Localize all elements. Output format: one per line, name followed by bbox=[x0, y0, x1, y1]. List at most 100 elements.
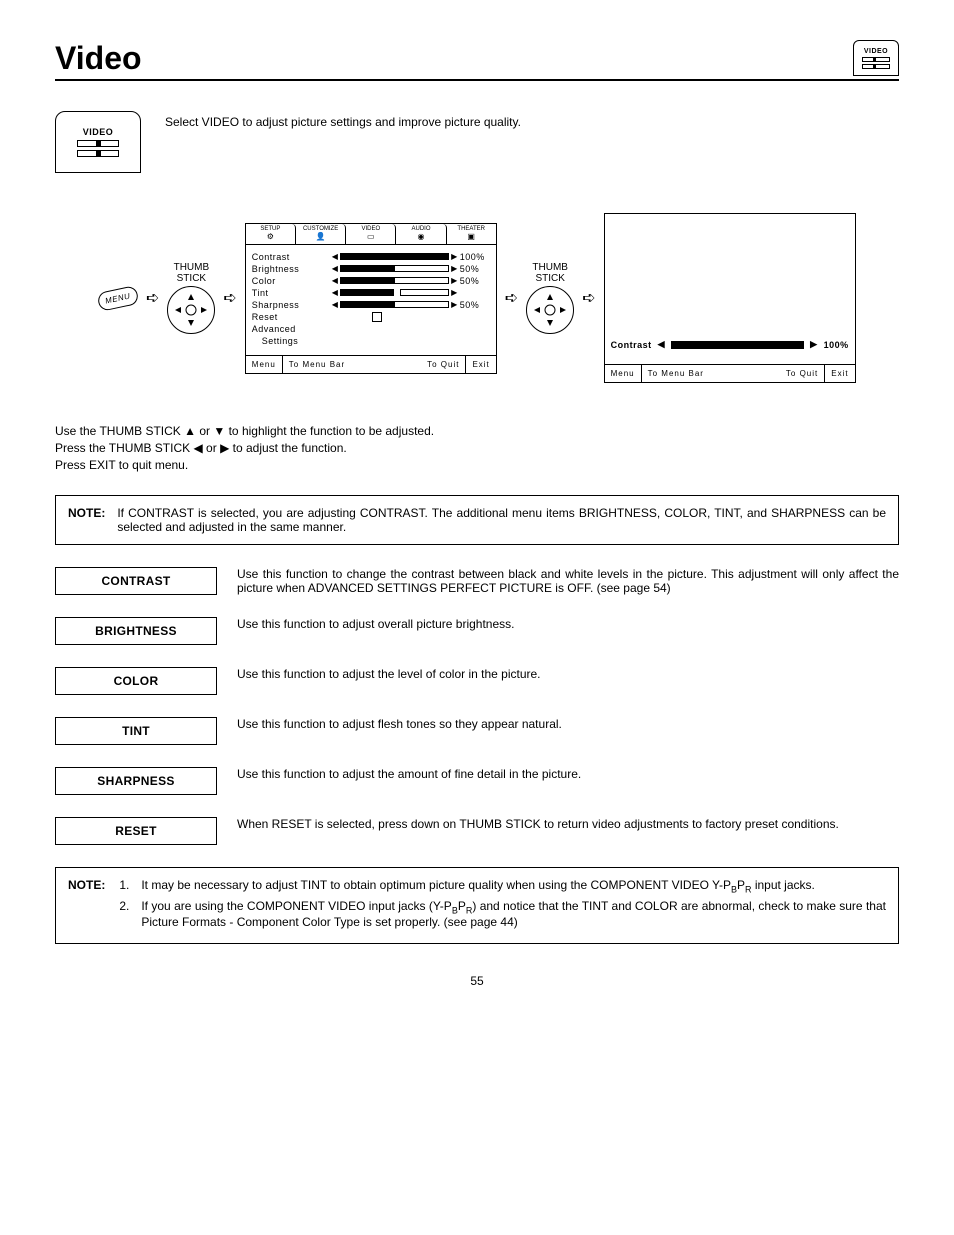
video-tab-icon-large: VIDEO bbox=[55, 111, 141, 173]
def-label: BRIGHTNESS bbox=[55, 617, 217, 645]
osd-footer: Menu To Menu Bar To Quit Exit bbox=[246, 355, 496, 373]
osd-row-label: Brightness bbox=[252, 264, 332, 274]
navigation-flow: MENU ➪ THUMB STICK ➪ SETUP⚙ CUSTOMIZE👤 V… bbox=[55, 213, 899, 383]
triangle-left-icon: ◀ bbox=[332, 300, 339, 309]
def-label: TINT bbox=[55, 717, 217, 745]
thumb-stick-block: THUMB STICK bbox=[167, 262, 215, 334]
osd-row: Brightness◀▶50% bbox=[252, 263, 490, 275]
arrow-right-icon: ➪ bbox=[223, 288, 236, 308]
osd-row: Sharpness◀ ▶50% bbox=[252, 299, 490, 311]
osd-row-label: Reset bbox=[252, 312, 332, 322]
triangle-right-icon: ▶ bbox=[451, 300, 458, 309]
triangle-right-icon: ▶ bbox=[451, 264, 458, 273]
page-header: Video VIDEO bbox=[55, 40, 899, 81]
osd-bar bbox=[340, 289, 449, 296]
osd-single-value: 100% bbox=[824, 340, 849, 350]
triangle-left-icon: ◀ bbox=[332, 276, 339, 285]
osd-row: Contrast◀▶100% bbox=[252, 251, 490, 263]
arrow-right-icon: ➪ bbox=[505, 288, 518, 308]
triangle-left-icon: ◀ bbox=[193, 441, 202, 455]
osd-foot-menubar: To Menu Bar bbox=[642, 365, 710, 382]
triangle-right-icon: ▶ bbox=[451, 288, 458, 297]
osd-row: Tint◀▶ bbox=[252, 287, 490, 299]
osd-row: Settings bbox=[252, 335, 490, 347]
note-label: NOTE: bbox=[68, 878, 105, 892]
osd-foot-menubar: To Menu Bar bbox=[283, 356, 351, 373]
slider-mini-icon bbox=[862, 64, 890, 69]
def-label: SHARPNESS bbox=[55, 767, 217, 795]
osd-tab-theater: THEATER▣ bbox=[447, 224, 496, 244]
osd-tab-audio: AUDIO◉ bbox=[396, 224, 446, 244]
osd-bar bbox=[340, 301, 449, 308]
osd-row-label: Color bbox=[252, 276, 332, 286]
osd-row-label: Settings bbox=[252, 336, 342, 346]
osd-tab-video: VIDEO▭ bbox=[346, 224, 396, 244]
osd-single: Contrast ◀ ▶ 100% Menu To Menu Bar To Qu… bbox=[604, 213, 856, 383]
osd-row-value: 100% bbox=[458, 252, 490, 262]
def-label: CONTRAST bbox=[55, 567, 217, 595]
osd-row-value: 50% bbox=[458, 300, 490, 310]
osd-slider: ◀▶ bbox=[332, 252, 458, 261]
triangle-left-icon: ◀ bbox=[332, 252, 339, 261]
instructions: Use the THUMB STICK ▲ or ▼ to highlight … bbox=[55, 423, 899, 473]
thumb-stick-icon bbox=[167, 286, 215, 334]
osd-row-value: 50% bbox=[458, 264, 490, 274]
osd-slider: ◀▶ bbox=[332, 288, 458, 297]
osd-slider: ◀▶ bbox=[332, 264, 458, 273]
def-text: Use this function to adjust the amount o… bbox=[237, 767, 899, 781]
thumb-stick-icon bbox=[526, 286, 574, 334]
page-title: Video bbox=[55, 40, 142, 77]
osd-foot-exit: Exit bbox=[466, 356, 495, 373]
triangle-right-icon: ▶ bbox=[810, 339, 817, 350]
video-tab-icon-small: VIDEO bbox=[853, 40, 899, 76]
checkbox-icon bbox=[372, 312, 382, 322]
intro-text: Select VIDEO to adjust picture settings … bbox=[165, 115, 521, 129]
osd-body: Contrast◀▶100%Brightness◀▶50%Color◀▶50%T… bbox=[246, 245, 496, 355]
note-box-2: NOTE: It may be necessary to adjust TINT… bbox=[55, 867, 899, 944]
def-row: RESETWhen RESET is selected, press down … bbox=[55, 817, 899, 845]
arrow-right-icon: ➪ bbox=[582, 288, 595, 308]
theater-icon: ▣ bbox=[467, 233, 475, 241]
arrow-right-icon: ➪ bbox=[146, 288, 159, 308]
note-list-item: If you are using the COMPONENT VIDEO inp… bbox=[135, 899, 886, 929]
osd-row: Reset bbox=[252, 311, 490, 323]
osd-row-label: Advanced bbox=[252, 324, 332, 334]
def-row: SHARPNESS Use this function to adjust the… bbox=[55, 767, 899, 795]
osd-bar bbox=[340, 265, 449, 272]
osd-foot-quit: To Quit bbox=[780, 365, 825, 382]
triangle-right-icon: ▶ bbox=[451, 276, 458, 285]
osd-foot-menu: Menu bbox=[605, 365, 642, 382]
osd-foot-exit: Exit bbox=[825, 365, 854, 382]
osd-row-value: 50% bbox=[458, 276, 490, 286]
intro-row: VIDEO Select VIDEO to adjust picture set… bbox=[55, 111, 899, 173]
osd-row-label: Sharpness bbox=[252, 300, 332, 310]
customize-icon: 👤 bbox=[316, 233, 326, 241]
def-text: Use this function to adjust the level of… bbox=[237, 667, 899, 681]
osd-row-label: Tint bbox=[252, 288, 332, 298]
osd-single-bar bbox=[671, 341, 804, 349]
osd-tabs: SETUP⚙ CUSTOMIZE👤 VIDEO▭ AUDIO◉ THEATER▣ bbox=[246, 224, 496, 245]
def-text: Use this function to adjust flesh tones … bbox=[237, 717, 899, 731]
triangle-up-icon: ▲ bbox=[184, 424, 196, 438]
video-icon: ▭ bbox=[367, 233, 375, 241]
triangle-right-icon: ▶ bbox=[451, 252, 458, 261]
def-row: CONTRAST Use this function to change the … bbox=[55, 567, 899, 595]
def-label: COLOR bbox=[55, 667, 217, 695]
def-row: BRIGHTNESS Use this function to adjust ov… bbox=[55, 617, 899, 645]
note-list-item: It may be necessary to adjust TINT to ob… bbox=[135, 878, 886, 894]
slider-mini-icon bbox=[862, 57, 890, 62]
def-text: Use this function to adjust overall pict… bbox=[237, 617, 899, 631]
setup-icon: ⚙ bbox=[267, 233, 274, 241]
osd-footer: Menu To Menu Bar To Quit Exit bbox=[605, 364, 855, 382]
def-text: Use this function to change the contrast… bbox=[237, 567, 899, 595]
osd-menu: SETUP⚙ CUSTOMIZE👤 VIDEO▭ AUDIO◉ THEATER▣… bbox=[245, 223, 497, 374]
slider-mini-icon bbox=[77, 140, 119, 147]
osd-bar bbox=[340, 253, 449, 260]
note-label: NOTE: bbox=[68, 506, 105, 534]
slider-mini-icon bbox=[77, 150, 119, 157]
triangle-right-icon: ▶ bbox=[220, 441, 229, 455]
triangle-left-icon: ◀ bbox=[658, 339, 665, 350]
osd-foot-menu: Menu bbox=[246, 356, 283, 373]
osd-foot-quit: To Quit bbox=[421, 356, 466, 373]
definitions-list: CONTRAST Use this function to change the … bbox=[55, 567, 899, 845]
